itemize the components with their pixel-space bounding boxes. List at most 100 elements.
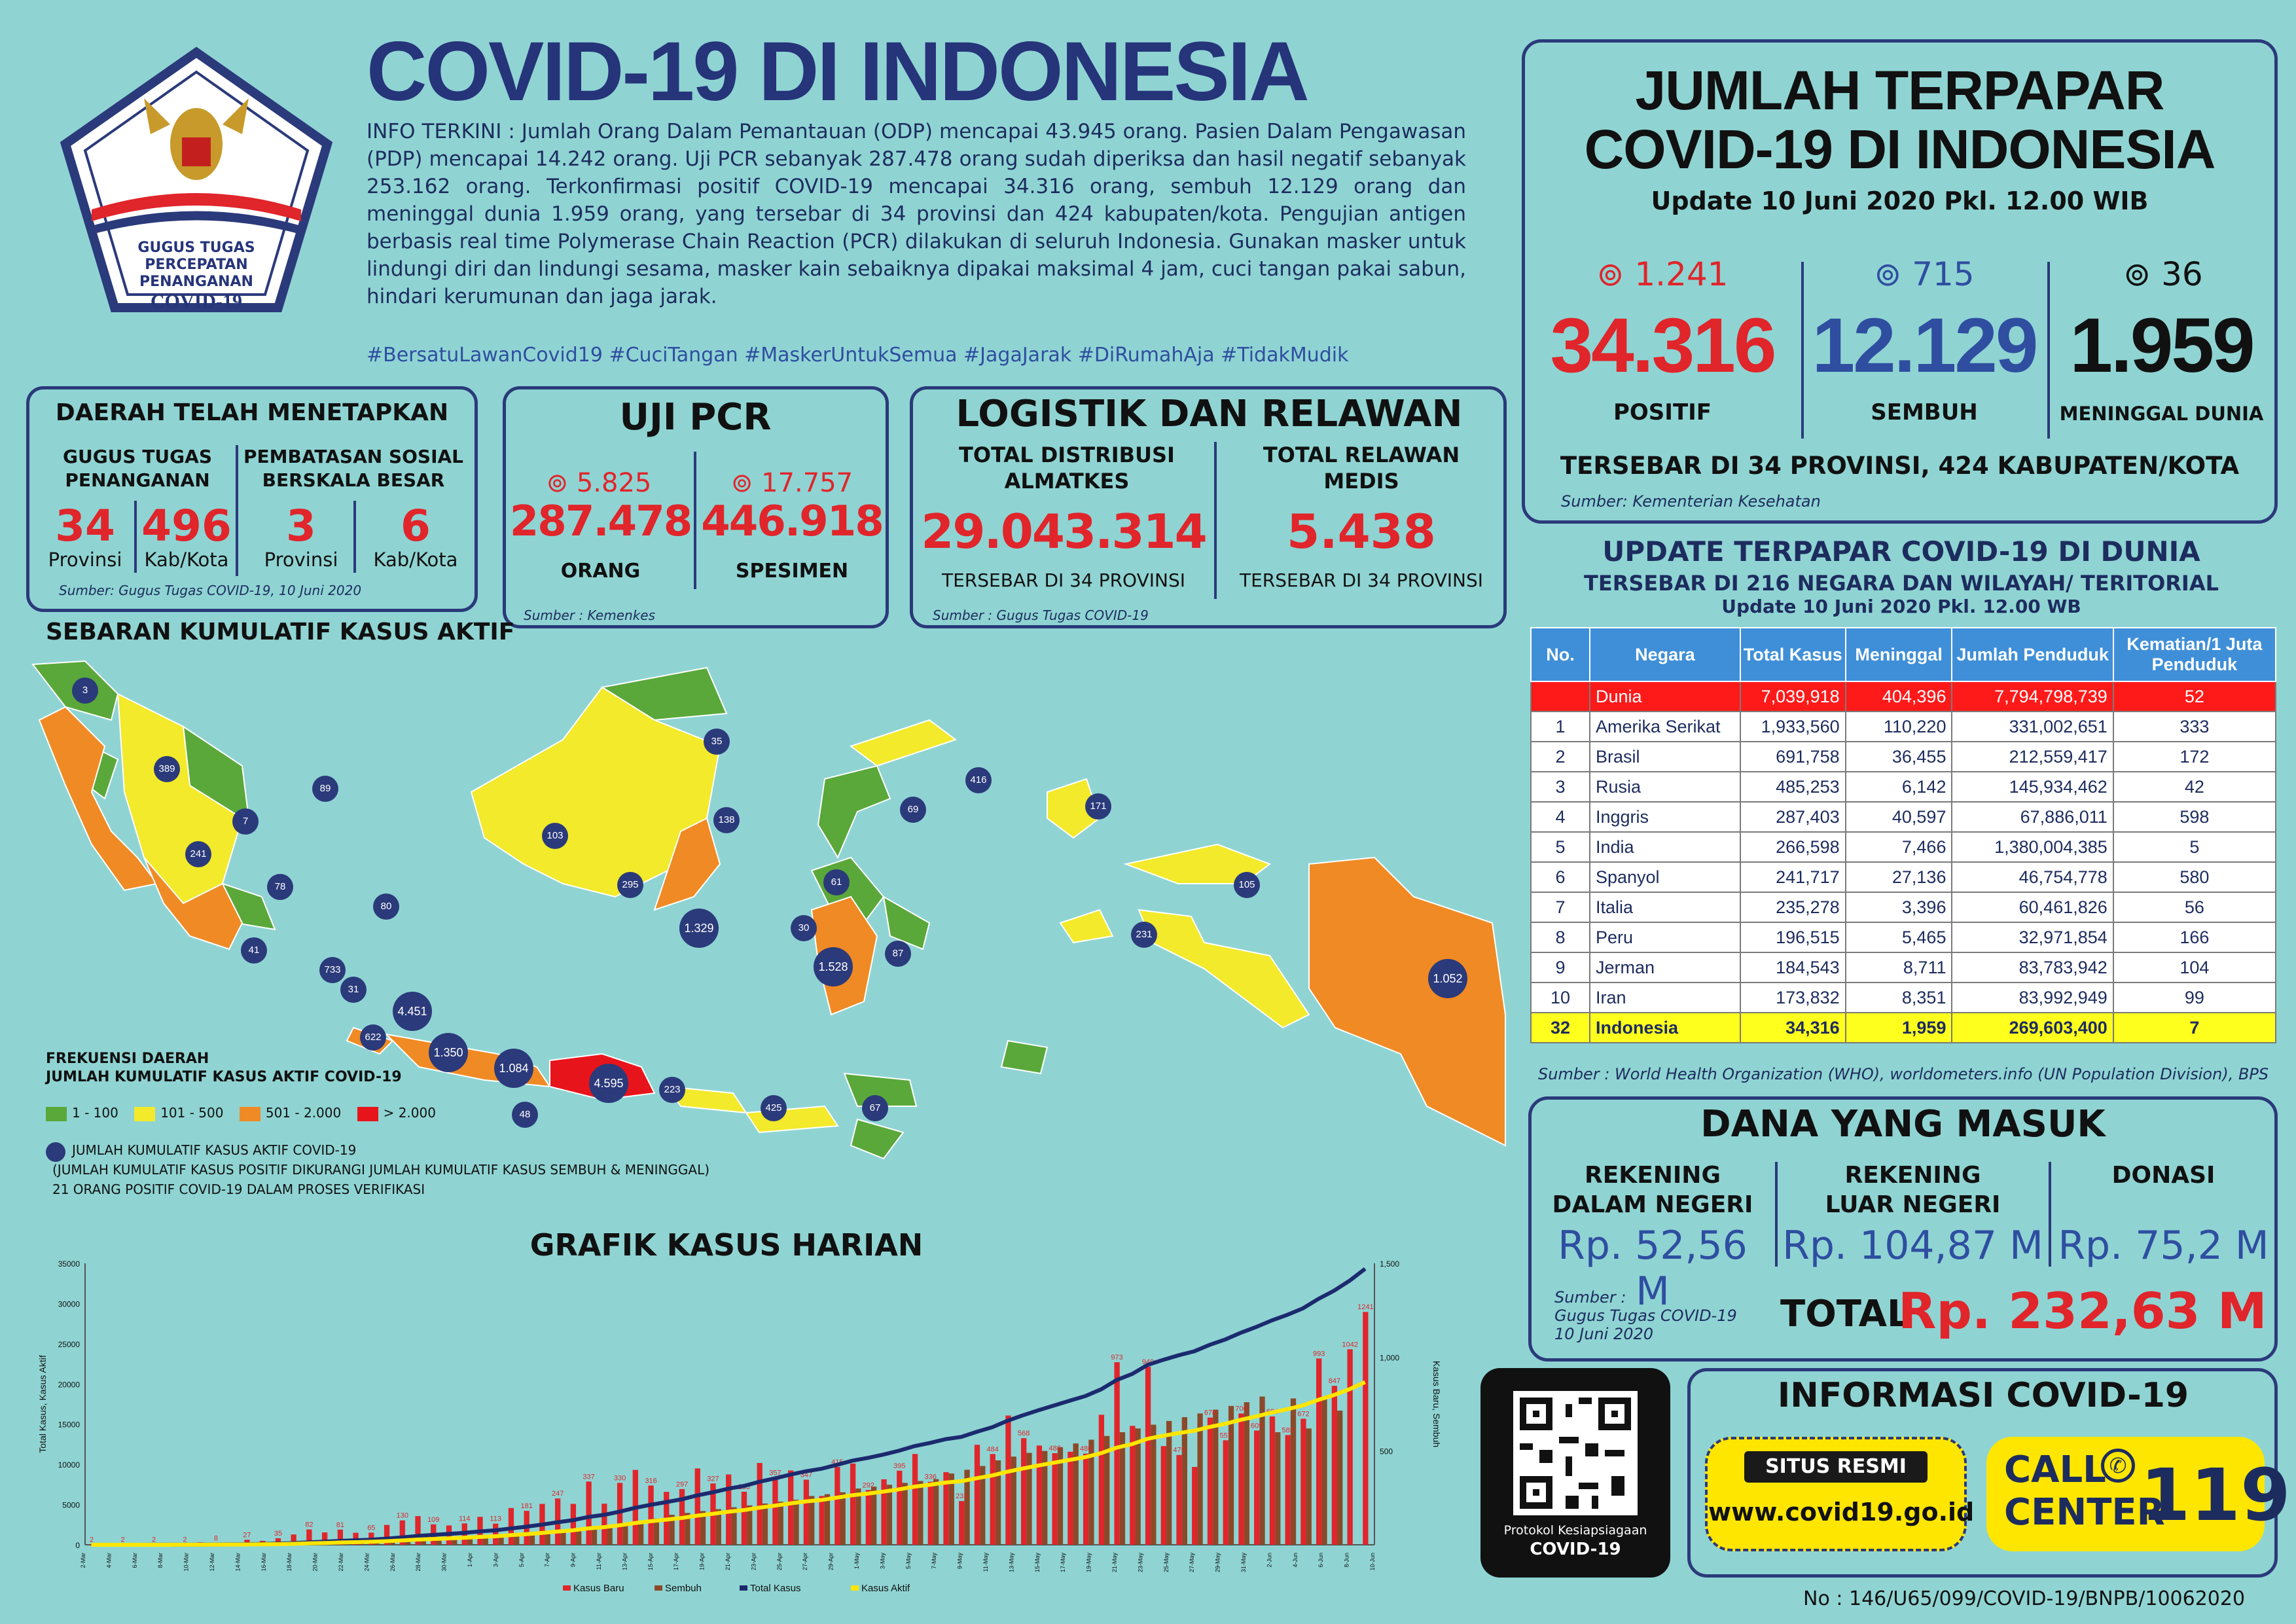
bar-kasus-baru <box>1269 1416 1276 1545</box>
world-table-cell: Peru <box>1588 922 1741 953</box>
bar-kasus-baru <box>508 1507 514 1545</box>
map-bubble: 416 <box>965 767 992 793</box>
bar-sembuh <box>870 1487 877 1545</box>
data-label-kasus-baru: 2 <box>152 1536 156 1543</box>
regions-col2-title: PEMBATASAN SOSIAL BERSKALA BESAR <box>243 446 464 491</box>
bar-kasus-baru <box>384 1525 390 1545</box>
world-table-row: 32 Indonesia 34,316 1,959 269,603,400 7 <box>1530 1012 2277 1043</box>
line-kasus-aktif <box>91 1380 1366 1547</box>
world-table-cell: 46,754,778 <box>1951 861 2114 893</box>
world-table-cell: 1,959 <box>1844 1012 1953 1043</box>
map-bubble: 733 <box>319 957 346 983</box>
pcr-source: Sumber : Kemenkes <box>524 607 656 623</box>
bubble-legend-icon <box>46 1142 65 1162</box>
x-tick-label: 8-Mar <box>157 1553 164 1568</box>
y-right-tick-label: 500 <box>1380 1447 1393 1456</box>
bar-sembuh <box>747 1505 753 1545</box>
bar-sembuh <box>560 1530 566 1545</box>
regions-source: Sumber: Gugus Tugas COVID-19, 10 Juni 20… <box>59 583 362 598</box>
data-label-kasus-baru: 27 <box>243 1531 251 1539</box>
funds-total-value: Rp. 232,63 M <box>1898 1282 2267 1340</box>
recovered-delta: ⊚ 715 <box>1806 255 2042 293</box>
world-table-cell: 67,886,011 <box>1951 801 2114 833</box>
bar-kasus-baru <box>1098 1415 1105 1545</box>
funds-foreign-label2: LUAR NEGERI <box>1825 1191 2001 1218</box>
triangle-up-icon: ⊚ <box>1596 255 1624 293</box>
bar-kasus-baru <box>1192 1467 1198 1545</box>
x-tick-label: 21-May <box>1111 1553 1118 1573</box>
bar-sembuh <box>452 1538 457 1545</box>
bar-sembuh <box>637 1522 644 1545</box>
map-bubble: 61 <box>823 869 850 895</box>
regions-divider-main <box>236 445 238 576</box>
phone-icon: ✆ <box>2101 1449 2135 1483</box>
hashtags: #BersatuLawanCovid19 #CuciTangan #Masker… <box>367 344 1349 367</box>
bar-kasus-baru <box>772 1477 778 1545</box>
world-table-cell: 7 <box>2112 1012 2277 1043</box>
world-table-cell: 580 <box>2112 861 2277 893</box>
logistics-vol-value: 5.438 <box>1287 504 1436 559</box>
bar-kasus-baru <box>1223 1440 1229 1545</box>
world-table-cell: 9 <box>1530 952 1590 983</box>
x-tick-label: 2-Mar <box>80 1553 86 1568</box>
x-tick-label: 7-May <box>931 1553 937 1570</box>
map-bubble: 67 <box>862 1095 888 1121</box>
x-tick-label: 26-Mar <box>389 1553 396 1572</box>
y-tick-label: 0 <box>75 1541 80 1550</box>
world-table-cell: India <box>1588 831 1741 863</box>
bar-kasus-baru <box>694 1468 700 1545</box>
exposed-divider-1 <box>1801 262 1804 439</box>
x-tick-label: 25-Apr <box>776 1553 783 1570</box>
map-bubble: 4.595 <box>589 1064 628 1103</box>
call-number[interactable]: 119 <box>2140 1453 2291 1537</box>
data-label-kasus-baru: 585 <box>1282 1426 1293 1434</box>
logo-text-line1: GUGUS TUGAS <box>137 240 255 256</box>
x-tick-label: 6-Jun <box>1318 1553 1324 1568</box>
bar-sembuh <box>995 1460 1001 1545</box>
x-tick-label: 8-Jun <box>1344 1553 1350 1568</box>
gugus-kab-value: 496 <box>141 501 232 551</box>
world-update: Update 10 Juni 2020 Pkl. 12.00 WB <box>1721 596 2081 617</box>
bar-sembuh <box>607 1526 613 1545</box>
bar-kasus-baru <box>601 1504 607 1545</box>
world-table-cell: 56 <box>2112 892 2277 923</box>
bar-sembuh <box>1088 1439 1094 1545</box>
bar-sembuh <box>389 1541 395 1545</box>
world-table-cell: 485,253 <box>1739 771 1846 803</box>
exposed-source: Sumber: Kementerian Kesehatan <box>1561 492 1821 511</box>
bar-sembuh <box>1259 1396 1265 1545</box>
data-label-kasus-baru: 82 <box>305 1521 313 1528</box>
map-bubble: 1.350 <box>429 1033 468 1072</box>
bar-sembuh <box>840 1492 846 1545</box>
qr-code-icon[interactable] <box>1513 1391 1638 1515</box>
x-tick-label: 18-Mar <box>286 1553 293 1572</box>
bar-sembuh <box>1026 1453 1032 1545</box>
bar-sembuh <box>1306 1428 1312 1545</box>
bar-kasus-baru <box>1052 1453 1058 1545</box>
bar-sembuh <box>420 1540 426 1545</box>
bar-kasus-baru <box>1300 1418 1306 1545</box>
psbb-kab-value: 6 <box>401 501 431 551</box>
funds-domestic-label1: REKENING <box>1584 1162 1721 1189</box>
x-tick-label: 22-Mar <box>338 1553 344 1572</box>
positive-delta-value: 1.241 <box>1634 255 1729 293</box>
bar-kasus-baru <box>974 1445 980 1545</box>
world-table-cell: Brasil <box>1588 741 1741 772</box>
official-website[interactable]: www.covid19.go.id <box>1708 1498 1975 1526</box>
bar-kasus-baru <box>803 1479 810 1545</box>
logistics-dist-value: 29.043.314 <box>921 504 1207 559</box>
x-tick-label: 10-Jun <box>1369 1553 1376 1571</box>
legend-swatch <box>655 1585 662 1591</box>
world-table-row: 8 Peru 196,515 5,465 32,971,854 166 <box>1530 922 2277 953</box>
y-axis-right-title: Kasus Baru, Sembuh <box>1431 1361 1442 1447</box>
world-table-cell: Iran <box>1588 982 1741 1013</box>
data-label-kasus-baru: 297 <box>676 1481 688 1489</box>
world-table-row: 9 Jerman 184,543 8,711 83,783,942 104 <box>1530 952 2277 983</box>
bar-sembuh <box>514 1534 520 1545</box>
data-label-kasus-baru: 568 <box>1018 1430 1030 1437</box>
map-bubble: 223 <box>659 1077 685 1103</box>
world-table-cell: 6 <box>1530 861 1590 893</box>
bar-kasus-baru <box>291 1534 296 1545</box>
bar-kasus-baru <box>1145 1366 1151 1545</box>
bar-kasus-baru <box>1207 1417 1213 1545</box>
